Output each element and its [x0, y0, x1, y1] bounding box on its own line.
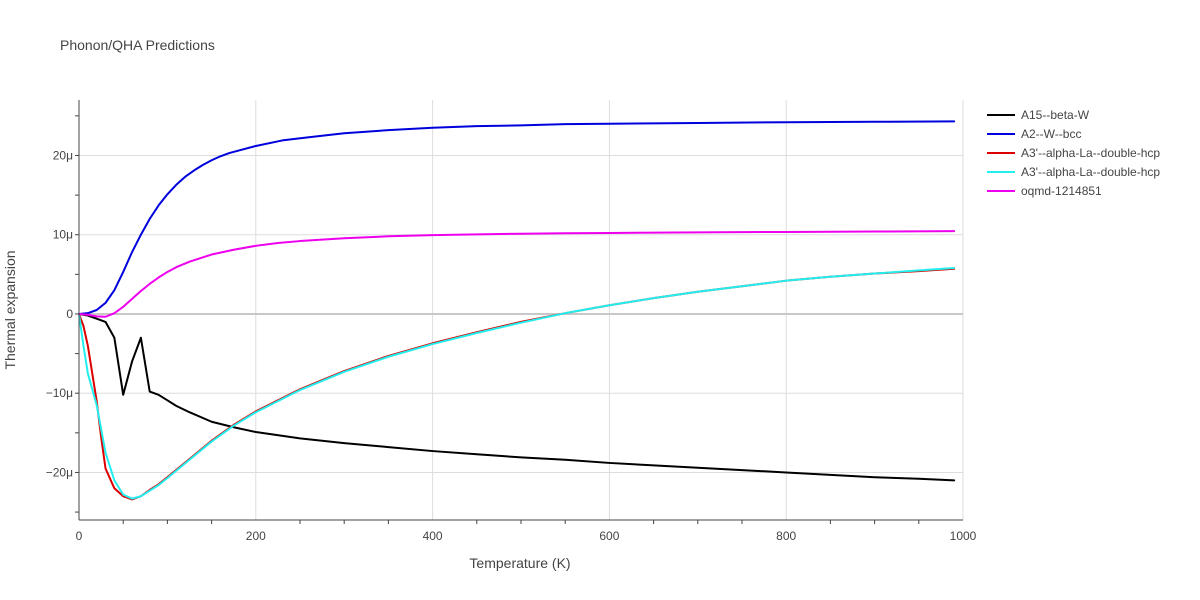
legend-label: A2--W--bcc [1021, 127, 1081, 141]
legend-item[interactable]: A2--W--bcc [987, 127, 1081, 141]
y-tick-label: 20μ [53, 148, 73, 162]
y-axis-title: Thermal expansion [2, 250, 18, 369]
series-line-4 [78, 230, 956, 318]
y-tick-label: −10μ [46, 386, 73, 400]
legend-item[interactable]: A15--beta-W [987, 108, 1090, 122]
legend-item[interactable]: A3'--alpha-La--double-hcp [987, 146, 1160, 160]
legend-item[interactable]: oqmd-1214851 [987, 184, 1102, 198]
series-line-1 [78, 120, 956, 315]
series-line-3 [78, 267, 956, 500]
legend-label: A3'--alpha-La--double-hcp [1021, 165, 1160, 179]
legend-label: A15--beta-W [1021, 108, 1090, 122]
chart-title: Phonon/QHA Predictions [60, 37, 215, 53]
plot-area [78, 120, 956, 501]
x-tick-label: 200 [246, 529, 266, 543]
series-line-2 [78, 267, 956, 501]
legend-label: oqmd-1214851 [1021, 184, 1102, 198]
y-tick-label: −20μ [46, 465, 73, 479]
legend[interactable]: A15--beta-W A2--W--bcc A3'--alpha-La--doub… [987, 108, 1160, 198]
x-axis-title: Temperature (K) [469, 555, 570, 571]
axes: 0 200 400 600 800 1000 −20μ −10μ 0 10μ 20μ [46, 100, 977, 543]
y-tick-label: 10μ [53, 228, 73, 242]
y-tick-label: 0 [66, 307, 73, 321]
series-line-0 [78, 312, 956, 482]
x-tick-label: 1000 [950, 529, 977, 543]
x-tick-label: 0 [76, 529, 83, 543]
x-tick-label: 400 [423, 529, 443, 543]
x-tick-label: 600 [599, 529, 619, 543]
x-tick-label: 800 [776, 529, 796, 543]
legend-item[interactable]: A3'--alpha-La--double-hcp [987, 165, 1160, 179]
legend-label: A3'--alpha-La--double-hcp [1021, 146, 1160, 160]
